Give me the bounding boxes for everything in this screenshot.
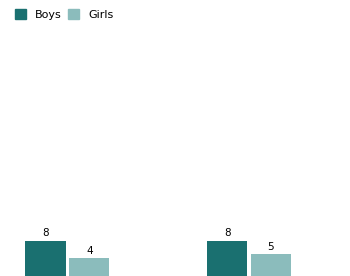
Text: 8: 8 [42,229,49,238]
Bar [251,254,291,276]
Bar [207,241,247,276]
Text: 5: 5 [267,242,274,252]
Text: 8: 8 [224,229,230,238]
Bar [69,258,110,276]
Bar [26,241,66,276]
Text: 4: 4 [86,246,93,256]
Legend: Boys, Girls: Boys, Girls [13,7,116,22]
